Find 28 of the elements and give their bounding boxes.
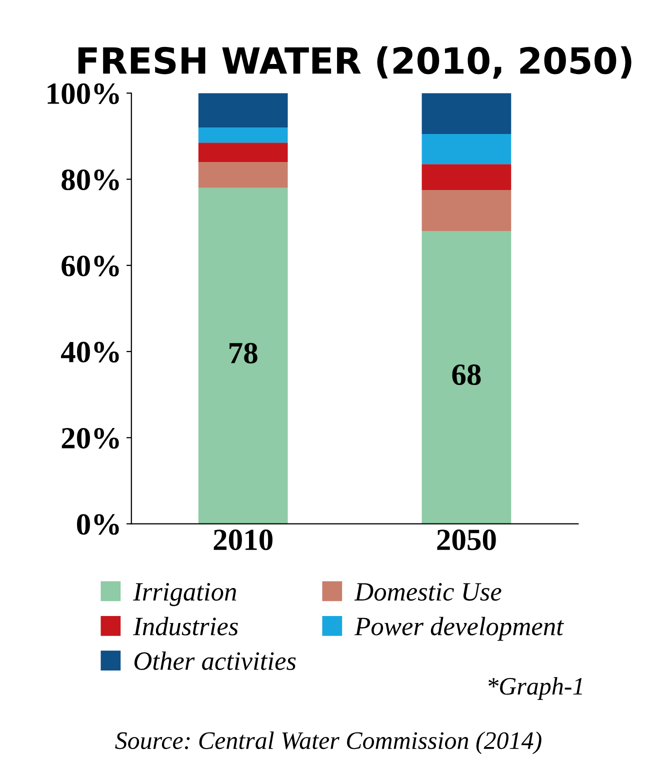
- y-tick-label: 20%: [62, 428, 119, 449]
- text: *Graph-1: [488, 677, 582, 700]
- bar: [198, 162, 288, 188]
- legend-label: Industries: [133, 616, 238, 636]
- chart-title: FRESH WATER (2010, 2050): [78, 46, 632, 79]
- bar: [198, 188, 288, 524]
- source-note: Source: Central Water Commission (2014): [115, 731, 542, 754]
- y-tick-label: 80%: [62, 170, 119, 190]
- data-label: 78: [230, 342, 258, 364]
- bar: [422, 230, 512, 524]
- bar: [422, 164, 512, 190]
- x-tick-label: 2010: [214, 530, 272, 550]
- bar: [422, 134, 512, 164]
- bar: [198, 142, 288, 162]
- legend-label: Power development: [354, 616, 564, 641]
- y-tick-label: 60%: [62, 256, 119, 276]
- bar: [422, 190, 512, 231]
- x-tick-label: 2050: [437, 530, 496, 550]
- bar: [198, 128, 288, 143]
- y-tick-label: 40%: [60, 342, 119, 363]
- y-tick-label: 100%: [48, 83, 119, 104]
- legend-label: Irrigation: [133, 583, 236, 606]
- bar: [422, 93, 512, 134]
- legend-label: Domestic Use: [354, 583, 502, 601]
- y-tick-label: 0%: [77, 514, 119, 535]
- bar: [198, 93, 288, 128]
- data-label: 68: [452, 364, 481, 386]
- legend-label: Other activities: [134, 651, 296, 670]
